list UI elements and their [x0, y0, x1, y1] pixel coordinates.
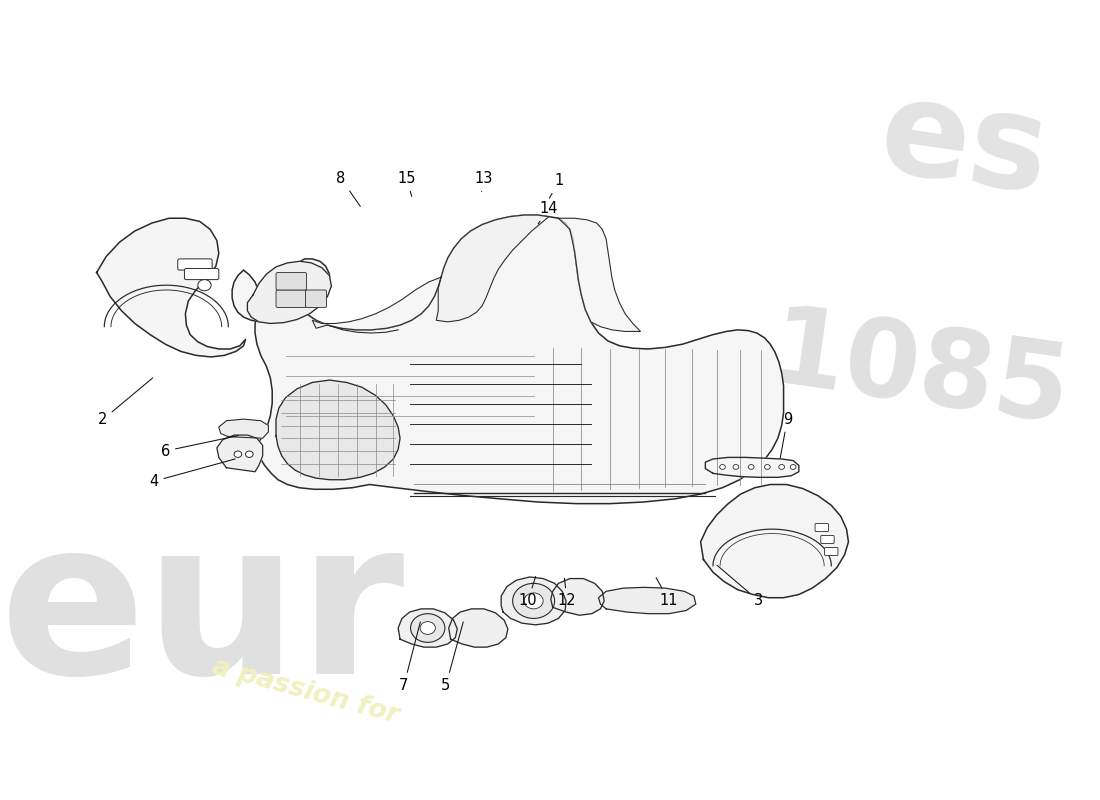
- Polygon shape: [551, 578, 604, 615]
- Text: a passion for: a passion for: [209, 654, 402, 729]
- Polygon shape: [97, 218, 245, 357]
- Circle shape: [719, 465, 725, 470]
- Circle shape: [410, 614, 444, 642]
- FancyBboxPatch shape: [306, 290, 327, 307]
- Polygon shape: [437, 215, 549, 322]
- Circle shape: [420, 622, 436, 634]
- Text: 1: 1: [549, 174, 564, 198]
- Text: es: es: [872, 70, 1056, 220]
- Text: 8: 8: [337, 171, 361, 206]
- Polygon shape: [705, 458, 799, 478]
- Circle shape: [779, 465, 784, 470]
- FancyBboxPatch shape: [178, 259, 212, 270]
- Text: 11: 11: [656, 578, 679, 608]
- Text: 13: 13: [475, 171, 493, 191]
- Text: 9: 9: [780, 412, 792, 458]
- Polygon shape: [398, 609, 458, 647]
- FancyBboxPatch shape: [276, 290, 307, 307]
- Circle shape: [234, 451, 242, 458]
- Text: 15: 15: [397, 171, 416, 197]
- Polygon shape: [248, 262, 331, 323]
- FancyBboxPatch shape: [821, 535, 834, 543]
- Text: 5: 5: [441, 622, 463, 693]
- Circle shape: [764, 465, 770, 470]
- FancyBboxPatch shape: [185, 269, 219, 280]
- Circle shape: [513, 583, 554, 618]
- Text: 3: 3: [717, 566, 763, 608]
- Text: 2: 2: [98, 378, 153, 427]
- Circle shape: [245, 451, 253, 458]
- Text: 4: 4: [150, 459, 235, 489]
- Polygon shape: [276, 380, 400, 480]
- FancyBboxPatch shape: [276, 273, 307, 290]
- Circle shape: [524, 593, 543, 609]
- Polygon shape: [312, 278, 441, 330]
- Circle shape: [748, 465, 754, 470]
- Text: 1085: 1085: [762, 300, 1076, 447]
- Circle shape: [790, 465, 796, 470]
- Polygon shape: [449, 609, 508, 647]
- Circle shape: [733, 465, 739, 470]
- Text: eur: eur: [0, 510, 405, 719]
- FancyBboxPatch shape: [815, 523, 828, 531]
- Text: 12: 12: [558, 578, 576, 608]
- Polygon shape: [598, 587, 696, 614]
- Text: 14: 14: [538, 201, 558, 224]
- Polygon shape: [217, 435, 263, 472]
- Circle shape: [198, 280, 211, 290]
- Text: 7: 7: [399, 622, 420, 693]
- Text: 10: 10: [518, 577, 537, 608]
- Polygon shape: [701, 485, 848, 598]
- Text: 6: 6: [161, 436, 238, 458]
- Polygon shape: [219, 419, 268, 438]
- Polygon shape: [559, 218, 640, 331]
- Polygon shape: [502, 577, 566, 625]
- FancyBboxPatch shape: [825, 547, 838, 555]
- Polygon shape: [232, 215, 783, 504]
